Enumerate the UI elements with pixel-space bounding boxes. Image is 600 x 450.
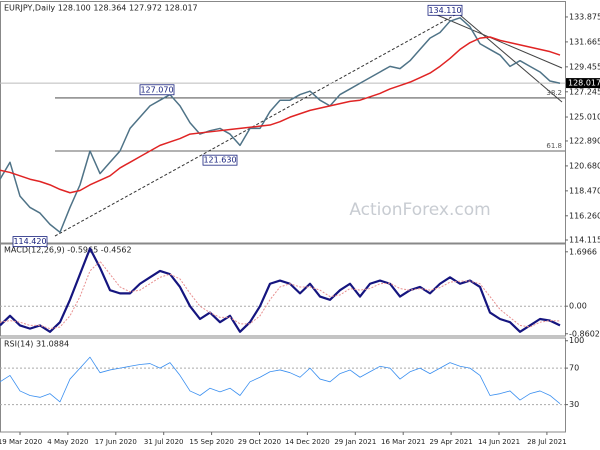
annotation-label: 127.070	[140, 85, 173, 94]
y-tick-label: 116.260	[569, 211, 600, 220]
y-tick-label: 120.680	[569, 161, 600, 170]
x-tick-label: 14 Jun 2021	[478, 438, 520, 446]
x-tick-label: 19 Mar 2020	[0, 438, 42, 446]
x-tick-label: 4 May 2020	[47, 438, 88, 446]
x-tick-label: 29 Oct 2020	[238, 438, 281, 446]
main-panel	[0, 1, 566, 244]
y-tick-label: 125.010	[569, 113, 600, 122]
x-tick-label: 17 Jun 2020	[95, 438, 137, 446]
x-tick-label: 28 Jul 2021	[527, 438, 567, 446]
series-line	[0, 17, 561, 234]
x-tick-label: 15 Sep 2020	[189, 438, 233, 446]
macd-title: MACD(12,26,9) -0.5965 -0.4562	[4, 246, 132, 255]
y-tick-label: 70	[569, 364, 579, 373]
y-tick-label: 129.455	[569, 62, 600, 71]
y-tick-label: 100	[569, 336, 584, 345]
y-tick-label: 30	[569, 400, 579, 409]
fib-label: 38.2	[546, 89, 562, 97]
rsi-panel	[0, 337, 566, 433]
y-tick-label: 114.115	[569, 236, 600, 245]
price-box	[566, 78, 600, 89]
macd-panel	[0, 243, 566, 337]
annotation-label: 134.110	[428, 6, 461, 15]
annotation-label: 114.420	[13, 237, 46, 246]
y-tick-label: 127.245	[569, 87, 600, 96]
annotation-label: 121.630	[203, 156, 236, 165]
x-tick-label: 29 Apr 2021	[429, 438, 472, 446]
y-tick-label: 1.6966	[569, 247, 597, 256]
trend-line	[54, 14, 456, 237]
series-line	[0, 356, 561, 405]
y-tick-label: -0.8602	[569, 329, 600, 338]
annotation-box	[12, 236, 48, 247]
channel-line	[429, 11, 563, 69]
fib-label: 61.8	[546, 142, 562, 150]
price-label: 128.017	[568, 79, 600, 88]
x-tick-label: 16 Mar 2021	[381, 438, 425, 446]
watermark: ActionForex.com	[349, 200, 490, 220]
x-tick-label: 29 Jan 2021	[334, 438, 376, 446]
x-tick-label: 31 Jul 2020	[144, 438, 184, 446]
rsi-title: RSI(14) 31.0884	[4, 340, 69, 349]
y-tick-label: 0.00	[569, 302, 587, 311]
y-tick-label: 122.890	[569, 136, 600, 145]
annotation-box	[202, 154, 238, 166]
y-tick-label: 133.875	[569, 12, 600, 21]
x-tick-label: 14 Dec 2020	[285, 438, 330, 446]
y-tick-label: 118.470	[569, 186, 600, 195]
annotation-box	[139, 84, 175, 96]
series-line	[0, 36, 561, 194]
series-line	[0, 260, 561, 330]
header: EURJPY,Daily 128.100 128.364 127.972 128…	[4, 4, 198, 13]
annotation-box	[427, 4, 463, 16]
channel-line	[459, 14, 563, 103]
y-tick-label: 131.665	[569, 37, 600, 46]
